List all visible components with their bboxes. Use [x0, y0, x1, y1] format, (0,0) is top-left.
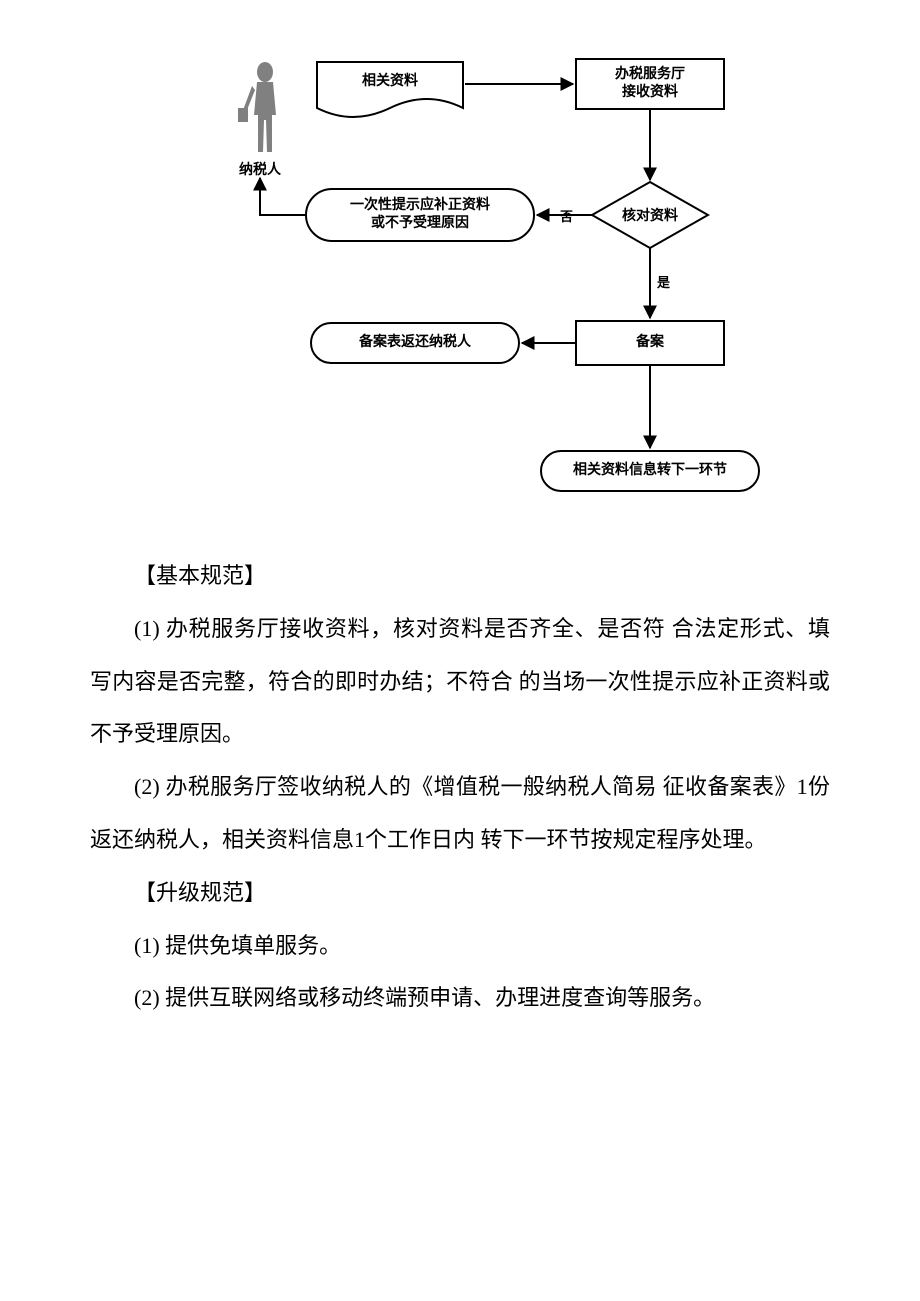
section-basic-p2: (2) 办税服务厅签收纳税人的《增值税一般纳税人简易 征收备案表》1份返还纳税人…	[90, 761, 830, 867]
node-documents: 相关资料	[315, 60, 465, 124]
section-basic-p1: (1) 办税服务厅接收资料，核对资料是否齐全、是否符 合法定形式、填写内容是否完…	[90, 603, 830, 761]
node-correction: 一次性提示应补正资料 或不予受理原因	[305, 188, 535, 242]
taxpayer-icon	[230, 60, 290, 160]
section-upgrade-p2: (2) 提供互联网络或移动终端预申请、办理进度查询等服务。	[90, 972, 830, 1025]
section-upgrade-p1: (1) 提供免填单服务。	[90, 920, 830, 973]
node-forward: 相关资料信息转下一环节	[540, 450, 760, 492]
edge-yes: 是	[655, 272, 672, 291]
node-receive: 办税服务厅 接收资料	[575, 58, 725, 110]
section-basic-heading: 【基本规范】	[90, 550, 830, 603]
taxpayer-label: 纳税人	[230, 162, 290, 180]
edge-no: 否	[558, 206, 575, 225]
flowchart: 纳税人 相关资料 办税服务厅 接收资料 核对资料 一次性提示应补正资料 或不予受…	[160, 40, 760, 510]
section-upgrade-heading: 【升级规范】	[90, 867, 830, 920]
node-verify: 核对资料	[590, 180, 710, 250]
node-verify-label: 核对资料	[590, 180, 710, 250]
node-return: 备案表返还纳税人	[310, 322, 520, 364]
node-filing: 备案	[575, 320, 725, 366]
node-documents-label: 相关资料	[315, 70, 465, 90]
